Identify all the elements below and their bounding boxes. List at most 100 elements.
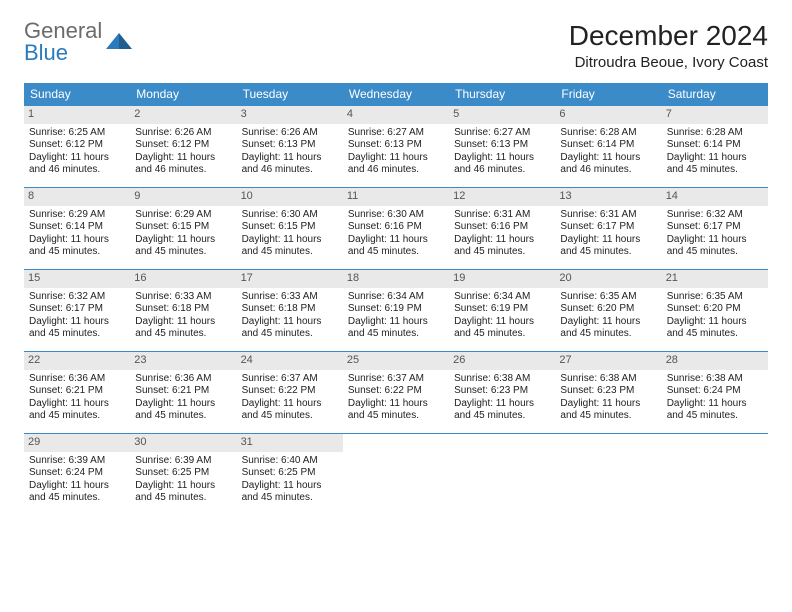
day-number: 13: [555, 188, 661, 206]
month-title: December 2024: [569, 20, 768, 52]
sunset-line: Sunset: 6:23 PM: [454, 385, 550, 398]
calendar-cell: 26Sunrise: 6:38 AMSunset: 6:23 PMDayligh…: [449, 352, 555, 434]
sunrise-line: Sunrise: 6:27 AM: [348, 127, 444, 140]
sunset-line: Sunset: 6:22 PM: [348, 385, 444, 398]
sunset-line: Sunset: 6:23 PM: [560, 385, 656, 398]
weekday-header: Saturday: [662, 83, 768, 106]
daylight-line: Daylight: 11 hours and 46 minutes.: [135, 152, 231, 177]
sunrise-line: Sunrise: 6:39 AM: [135, 455, 231, 468]
day-number: 24: [237, 352, 343, 370]
calendar-cell: 20Sunrise: 6:35 AMSunset: 6:20 PMDayligh…: [555, 270, 661, 352]
calendar-cell: 30Sunrise: 6:39 AMSunset: 6:25 PMDayligh…: [130, 434, 236, 516]
sunset-line: Sunset: 6:13 PM: [454, 139, 550, 152]
sunrise-line: Sunrise: 6:34 AM: [348, 291, 444, 304]
sunset-line: Sunset: 6:25 PM: [135, 467, 231, 480]
calendar-row: 1Sunrise: 6:25 AMSunset: 6:12 PMDaylight…: [24, 106, 768, 188]
daylight-line: Daylight: 11 hours and 45 minutes.: [667, 398, 763, 423]
sunrise-line: Sunrise: 6:28 AM: [560, 127, 656, 140]
sunset-line: Sunset: 6:14 PM: [560, 139, 656, 152]
calendar-cell: 8Sunrise: 6:29 AMSunset: 6:14 PMDaylight…: [24, 188, 130, 270]
calendar-row: 15 Sunrise: 6:32 AMSunset: 6:17 PM Dayligh…: [24, 270, 768, 352]
day-number: 3: [237, 106, 343, 124]
sunrise-line: Sunrise: 6:31 AM: [560, 209, 656, 222]
sunset-line: Sunset: 6:12 PM: [29, 139, 125, 152]
daylight-line: Daylight: 11 hours and 45 minutes.: [135, 316, 231, 341]
calendar-cell: 10Sunrise: 6:30 AMSunset: 6:15 PMDayligh…: [237, 188, 343, 270]
day-number: 19: [449, 270, 555, 288]
day-number: 27: [555, 352, 661, 370]
calendar-cell: 27Sunrise: 6:38 AMSunset: 6:23 PMDayligh…: [555, 352, 661, 434]
day-number: 31: [237, 434, 343, 452]
calendar-cell: 29Sunrise: 6:39 AMSunset: 6:24 PMDayligh…: [24, 434, 130, 516]
day-number: 5: [449, 106, 555, 124]
triangle-icon: [106, 31, 132, 53]
sunset-line: Sunset: 6:19 PM: [454, 303, 550, 316]
sunset-line: Sunset: 6:21 PM: [135, 385, 231, 398]
daylight-line: Daylight: 11 hours and 46 minutes.: [560, 152, 656, 177]
calendar-cell: 1Sunrise: 6:25 AMSunset: 6:12 PMDaylight…: [24, 106, 130, 188]
day-number: 25: [343, 352, 449, 370]
sunrise-line: Sunrise: 6:40 AM: [242, 455, 338, 468]
daylight-line: Daylight: 11 hours and 45 minutes.: [560, 398, 656, 423]
logo-word-blue: Blue: [24, 42, 102, 64]
daylight-line: Daylight: 11 hours and 45 minutes.: [348, 398, 444, 423]
sunset-line: Sunset: 6:12 PM: [135, 139, 231, 152]
calendar-cell: 15Sunrise: 6:32 AMSunset: 6:17 PMDayligh…: [24, 270, 130, 352]
daylight-line: Daylight: 11 hours and 46 minutes.: [454, 152, 550, 177]
sunrise-line: Sunrise: 6:28 AM: [667, 127, 763, 140]
daylight-line: Daylight: 11 hours and 45 minutes.: [135, 234, 231, 259]
day-number: 20: [555, 270, 661, 288]
sunrise-line: Sunrise: 6:25 AM: [29, 127, 125, 140]
sunrise-line: Sunrise: 6:32 AM: [29, 291, 125, 304]
daylight-line: Daylight: 11 hours and 45 minutes.: [667, 316, 763, 341]
calendar-cell: 2Sunrise: 6:26 AMSunset: 6:12 PMDaylight…: [130, 106, 236, 188]
day-number: 29: [24, 434, 130, 452]
daylight-line: Daylight: 11 hours and 45 minutes.: [29, 234, 125, 259]
day-number: 6: [555, 106, 661, 124]
weekday-header: Friday: [555, 83, 661, 106]
calendar-cell: 23Sunrise: 6:36 AMSunset: 6:21 PMDayligh…: [130, 352, 236, 434]
logo-word-general: General: [24, 20, 102, 42]
calendar-cell: 3Sunrise: 6:26 AMSunset: 6:13 PMDaylight…: [237, 106, 343, 188]
day-number: 21: [662, 270, 768, 288]
location: Ditroudra Beoue, Ivory Coast: [569, 54, 768, 71]
sunset-line: Sunset: 6:24 PM: [667, 385, 763, 398]
sunset-line: Sunset: 6:16 PM: [348, 221, 444, 234]
day-number: 23: [130, 352, 236, 370]
weekday-row: SundayMondayTuesdayWednesdayThursdayFrid…: [24, 83, 768, 106]
sunrise-line: Sunrise: 6:31 AM: [454, 209, 550, 222]
daylight-line: Daylight: 11 hours and 45 minutes.: [348, 234, 444, 259]
calendar-row: 8Sunrise: 6:29 AMSunset: 6:14 PMDaylight…: [24, 188, 768, 270]
calendar-cell: 12Sunrise: 6:31 AMSunset: 6:16 PMDayligh…: [449, 188, 555, 270]
sunrise-line: Sunrise: 6:34 AM: [454, 291, 550, 304]
calendar-cell: 21Sunrise: 6:35 AMSunset: 6:20 PMDayligh…: [662, 270, 768, 352]
sunrise-line: Sunrise: 6:35 AM: [667, 291, 763, 304]
daylight-line: Daylight: 11 hours and 46 minutes.: [348, 152, 444, 177]
sunrise-line: Sunrise: 6:37 AM: [348, 373, 444, 386]
daylight-line: Daylight: 11 hours and 45 minutes.: [242, 398, 338, 423]
sunset-line: Sunset: 6:20 PM: [560, 303, 656, 316]
daylight-line: Daylight: 11 hours and 45 minutes.: [560, 316, 656, 341]
day-number: 22: [24, 352, 130, 370]
calendar-cell: 31Sunrise: 6:40 AMSunset: 6:25 PMDayligh…: [237, 434, 343, 516]
logo-text: General Blue: [24, 20, 102, 64]
sunrise-line: Sunrise: 6:27 AM: [454, 127, 550, 140]
calendar-table: SundayMondayTuesdayWednesdayThursdayFrid…: [24, 83, 768, 516]
daylight-line: Daylight: 11 hours and 45 minutes.: [454, 398, 550, 423]
sunrise-line: Sunrise: 6:30 AM: [348, 209, 444, 222]
calendar-cell: 17Sunrise: 6:33 AMSunset: 6:18 PMDayligh…: [237, 270, 343, 352]
calendar-cell: 14Sunrise: 6:32 AMSunset: 6:17 PMDayligh…: [662, 188, 768, 270]
sunrise-line: Sunrise: 6:33 AM: [135, 291, 231, 304]
sunset-line: Sunset: 6:18 PM: [135, 303, 231, 316]
day-number: 7: [662, 106, 768, 124]
daylight-line: Daylight: 11 hours and 45 minutes.: [242, 480, 338, 505]
calendar-cell: [662, 434, 768, 516]
day-number: 9: [130, 188, 236, 206]
weekday-header: Sunday: [24, 83, 130, 106]
sunset-line: Sunset: 6:17 PM: [29, 303, 125, 316]
calendar-cell: 9Sunrise: 6:29 AMSunset: 6:15 PMDaylight…: [130, 188, 236, 270]
calendar-cell: 11Sunrise: 6:30 AMSunset: 6:16 PMDayligh…: [343, 188, 449, 270]
day-number: 15: [24, 270, 130, 288]
sunrise-line: Sunrise: 6:36 AM: [135, 373, 231, 386]
calendar-cell: 4Sunrise: 6:27 AMSunset: 6:13 PMDaylight…: [343, 106, 449, 188]
